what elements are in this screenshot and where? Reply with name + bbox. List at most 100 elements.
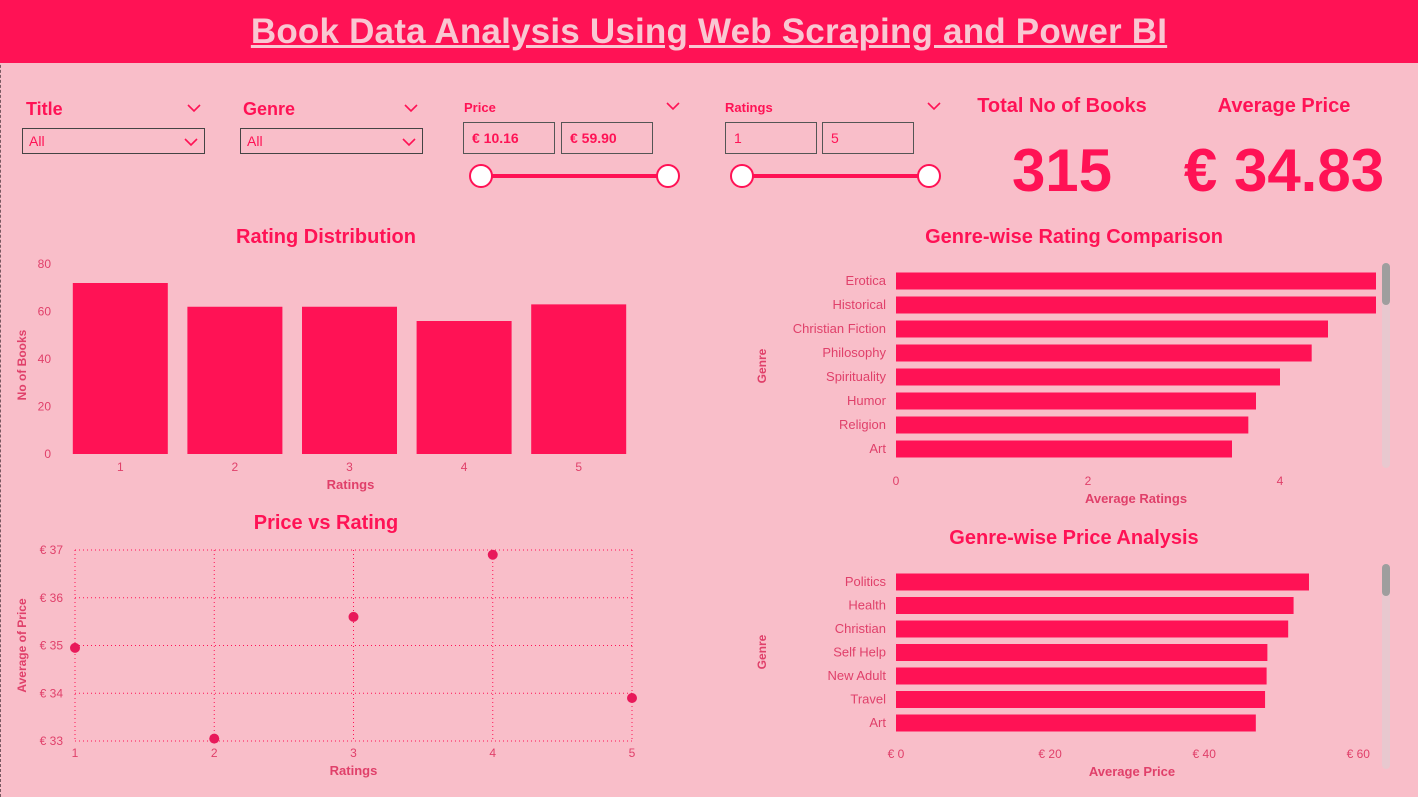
title-dropdown[interactable]: All [22, 128, 205, 154]
price-max-input[interactable]: € 59.90 [561, 122, 653, 154]
x-tick-label: 2 [1085, 474, 1092, 488]
page-title: Book Data Analysis Using Web Scraping an… [250, 11, 1168, 51]
chevron-down-icon[interactable] [666, 101, 680, 111]
price-slider-track[interactable] [481, 174, 669, 178]
genre-rating-title: Genre-wise Rating Comparison [925, 226, 1223, 248]
bar[interactable] [896, 344, 1312, 362]
scrollbar-thumb[interactable] [1382, 263, 1390, 305]
price-min-input[interactable]: € 10.16 [463, 122, 555, 154]
category-label: Christian [835, 621, 886, 636]
x-tick-label: 4 [1277, 474, 1284, 488]
ratings-slider-max-handle[interactable] [917, 164, 941, 188]
price-vs-rating-title: Price vs Rating [253, 512, 399, 534]
scatter-point[interactable] [487, 549, 498, 560]
bar[interactable] [896, 620, 1289, 638]
bar[interactable] [896, 296, 1376, 314]
bar[interactable] [896, 644, 1268, 661]
chevron-down-icon[interactable] [404, 103, 418, 113]
y-tick-label: 20 [38, 400, 52, 414]
x-tick-label: 2 [232, 460, 239, 474]
category-label: Erotica [846, 273, 887, 288]
ratings-max-input[interactable]: 5 [822, 122, 914, 154]
ratings-slider-min-handle[interactable] [730, 164, 754, 188]
x-tick-label: 1 [72, 746, 79, 760]
bar[interactable] [896, 714, 1256, 732]
x-tick-label: 4 [461, 460, 468, 474]
chevron-down-icon[interactable] [927, 101, 941, 111]
x-axis-label: Ratings [330, 763, 378, 778]
bar[interactable] [896, 691, 1266, 708]
chevron-down-icon[interactable] [187, 103, 201, 113]
ratings-filter-label: Ratings [725, 100, 773, 115]
category-label: Religion [839, 417, 886, 432]
bar[interactable] [187, 306, 283, 454]
price-filter-label: Price [464, 100, 496, 115]
ratings-min-input[interactable]: 1 [725, 122, 817, 154]
x-axis-label: Average Ratings [1085, 491, 1187, 506]
category-label: Historical [833, 297, 887, 312]
scatter-point[interactable] [348, 611, 359, 622]
y-tick-label: 80 [38, 257, 52, 271]
category-label: Art [869, 715, 886, 730]
x-tick-label: 2 [211, 746, 218, 760]
title-dropdown-value: All [29, 133, 45, 149]
x-tick-label: € 60 [1347, 747, 1371, 761]
genre-price-scrollbar[interactable] [1382, 564, 1390, 769]
x-tick-label: € 0 [888, 747, 905, 761]
bar[interactable] [896, 392, 1256, 410]
y-axis-label: Average of Price [15, 598, 29, 693]
bar[interactable] [531, 304, 627, 454]
x-tick-label: € 40 [1193, 747, 1217, 761]
x-axis-label: Average Price [1089, 764, 1175, 779]
category-label: Art [869, 441, 886, 456]
bar[interactable] [896, 368, 1280, 386]
bar[interactable] [896, 440, 1232, 458]
category-label: Philosophy [822, 345, 886, 360]
y-tick-label: € 35 [40, 639, 64, 653]
bar[interactable] [896, 573, 1309, 591]
scatter-point[interactable] [209, 733, 220, 744]
y-axis-label: Genre [755, 348, 769, 383]
y-axis-label: Genre [755, 634, 769, 669]
y-tick-label: € 37 [40, 543, 64, 557]
category-label: Christian Fiction [793, 321, 886, 336]
genre-rating-scrollbar[interactable] [1382, 263, 1390, 468]
x-tick-label: € 20 [1038, 747, 1062, 761]
bar[interactable] [416, 321, 512, 454]
chevron-down-icon [184, 138, 198, 147]
y-tick-label: 40 [38, 352, 52, 366]
ratings-slider-track[interactable] [742, 174, 930, 178]
total-books-value: 315 [1011, 137, 1113, 204]
price-slider-max-handle[interactable] [656, 164, 680, 188]
price-vs-rating-chart: € 33 € 34 € 35 € 36 € 37 1 2 3 4 5 Ratings Average … [15, 543, 637, 778]
genre-dropdown-value: All [247, 133, 263, 149]
category-label: Self Help [833, 645, 886, 660]
x-tick-label: 4 [489, 746, 496, 760]
bar[interactable] [896, 667, 1267, 685]
bar[interactable] [72, 283, 168, 454]
y-tick-label: € 33 [40, 734, 64, 748]
bar[interactable] [896, 416, 1249, 434]
scrollbar-thumb[interactable] [1382, 564, 1390, 596]
rating-distribution-chart: 0 20 40 60 80 1 2 3 4 5 Ratings No of Books [15, 257, 627, 492]
chevron-down-icon [402, 138, 416, 147]
x-tick-label: 1 [117, 460, 124, 474]
y-tick-label: 0 [44, 447, 51, 461]
y-tick-label: 60 [38, 305, 52, 319]
average-price-value: € 34.83 [1183, 137, 1385, 204]
scatter-point[interactable] [627, 693, 637, 704]
bar[interactable] [896, 320, 1328, 338]
total-books-label: Total No of Books [977, 95, 1147, 117]
x-tick-label: 5 [629, 746, 636, 760]
bar[interactable] [302, 306, 397, 454]
header-banner: Book Data Analysis Using Web Scraping an… [0, 0, 1418, 63]
price-slider-min-handle[interactable] [469, 164, 493, 188]
category-label: New Adult [827, 668, 886, 683]
bar[interactable] [896, 597, 1294, 614]
x-tick-label: 5 [575, 460, 582, 474]
scatter-point[interactable] [70, 642, 80, 653]
page-border [0, 0, 2, 797]
genre-dropdown[interactable]: All [240, 128, 423, 154]
y-axis-label: No of Books [15, 329, 29, 400]
bar[interactable] [896, 272, 1376, 290]
